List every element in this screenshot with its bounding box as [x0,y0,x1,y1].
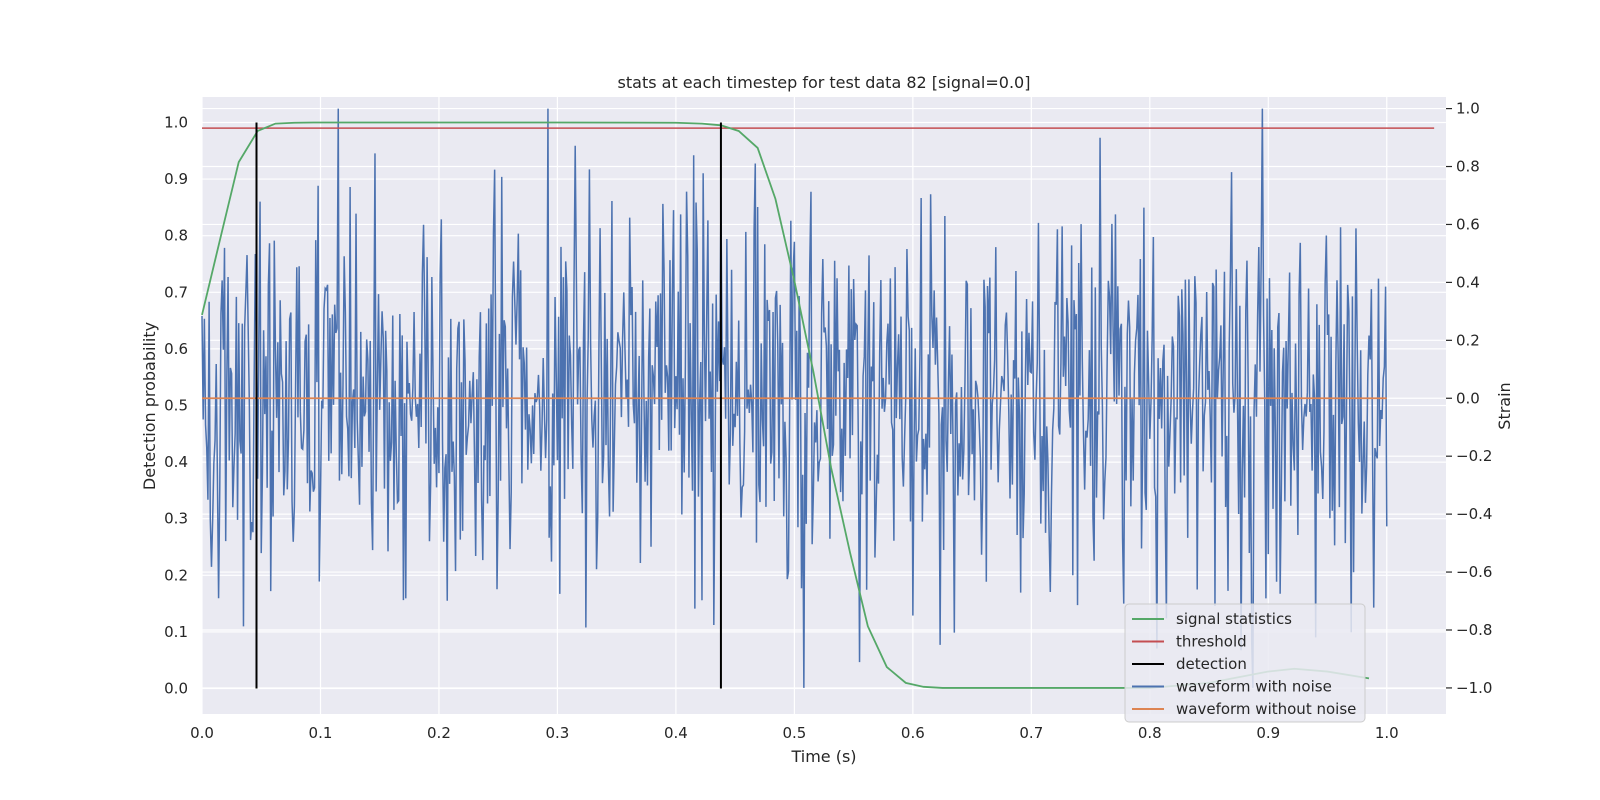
x-axis-label: Time (s) [790,747,856,766]
x-tick-label: 0.7 [1019,724,1043,742]
x-tick-label: 0.1 [309,724,333,742]
y-tick-label-right: 0.0 [1456,389,1480,407]
y-tick-label-right: −0.2 [1456,447,1492,465]
x-tick-label: 1.0 [1375,724,1399,742]
x-tick-label: 0.6 [901,724,925,742]
y-tick-label-left: 0.7 [164,283,188,301]
x-tick-label: 0.3 [545,724,569,742]
legend-label: signal statistics [1176,610,1292,628]
y-tick-label-left: 0.4 [164,453,188,471]
legend-label: detection [1176,655,1247,673]
y-tick-label-left: 1.0 [164,113,188,131]
y-tick-label-right: −0.8 [1456,621,1492,639]
x-tick-label: 0.9 [1256,724,1280,742]
x-tick-label: 0.2 [427,724,451,742]
legend-label: threshold [1176,633,1247,651]
y-tick-label-left: 0.8 [164,227,188,245]
y-tick-label-right: 1.0 [1456,100,1480,118]
y-tick-label-left: 0.2 [164,566,188,584]
x-tick-label: 0.0 [190,724,214,742]
legend-label: waveform with noise [1176,678,1332,696]
chart-title: stats at each timestep for test data 82 … [618,73,1031,92]
x-tick-label: 0.5 [782,724,806,742]
legend: signal statistics threshold detection wavef… [1124,603,1366,723]
y-tick-label-right: 0.2 [1456,331,1480,349]
y-tick-label-left: 0.3 [164,510,188,528]
axes-layer: 0.0 0.1 0.2 0.3 0.4 0.5 0.6 0.7 0.8 0.9 1.0 0.0 0.1 0… [164,100,1492,742]
y-axis-label-left: Detection probability [140,322,159,490]
y-tick-label-right: 0.4 [1456,273,1480,291]
y-tick-label-right: 0.8 [1456,158,1480,176]
x-tick-label: 0.4 [664,724,688,742]
x-tick-label: 0.8 [1138,724,1162,742]
waveform-with-noise-line [201,108,1388,688]
y-tick-label-left: 0.5 [164,397,188,415]
y-tick-label-right: −0.4 [1456,505,1492,523]
legend-box [1124,603,1366,723]
y-tick-label-left: 0.0 [164,680,188,698]
y-tick-label-left: 0.9 [164,170,188,188]
y-tick-label-left: 0.6 [164,340,188,358]
y-tick-label-right: −1.0 [1456,679,1492,697]
y-tick-label-right: −0.6 [1456,563,1492,581]
y-axis-label-right: Strain [1495,382,1514,429]
y-tick-label-left: 0.1 [164,623,188,641]
legend-label: waveform without noise [1176,700,1356,718]
y-tick-label-right: 0.6 [1456,215,1480,233]
